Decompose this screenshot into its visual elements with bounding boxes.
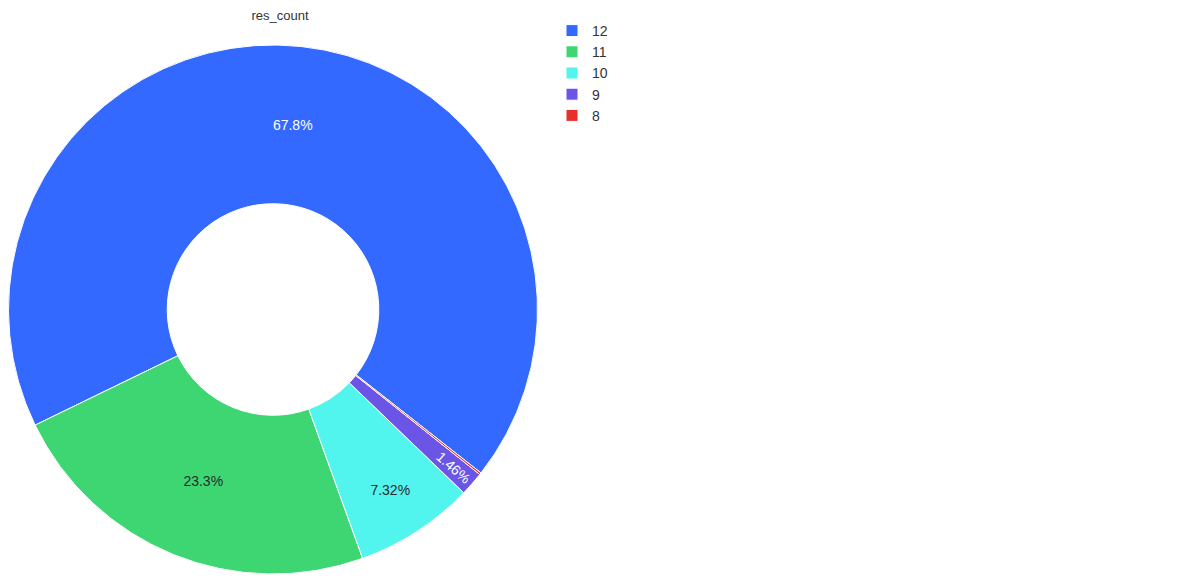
svg-text:8: 8 [592, 108, 600, 124]
svg-text:23.3%: 23.3% [183, 473, 223, 489]
svg-text:9: 9 [592, 87, 600, 103]
svg-text:67.8%: 67.8% [273, 117, 313, 133]
svg-text:7.32%: 7.32% [370, 482, 410, 498]
svg-text:10: 10 [592, 65, 608, 81]
svg-text:1.46%: 1.46% [433, 448, 473, 486]
svg-text:12: 12 [592, 23, 608, 39]
svg-text:11: 11 [592, 44, 607, 60]
svg-text:res_count: res_count [251, 8, 308, 23]
